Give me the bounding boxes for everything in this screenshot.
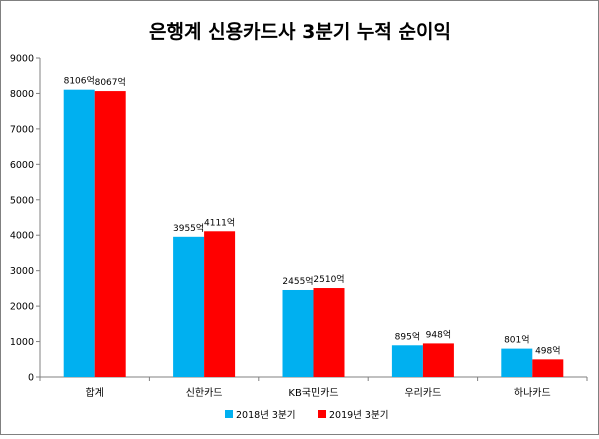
data-label: 4111억 bbox=[204, 216, 235, 228]
bar bbox=[173, 236, 205, 377]
y-tick-label: 7000 bbox=[10, 124, 34, 135]
bar bbox=[391, 345, 423, 377]
bars bbox=[63, 89, 564, 378]
bar bbox=[63, 89, 95, 378]
data-label: 498억 bbox=[535, 344, 560, 356]
data-label: 948억 bbox=[426, 328, 451, 340]
y-tick-label: 2000 bbox=[10, 302, 34, 313]
bar bbox=[204, 231, 236, 377]
y-tick-label: 5000 bbox=[10, 195, 34, 206]
data-label: 2510억 bbox=[313, 273, 344, 285]
bar bbox=[422, 343, 454, 377]
legend-swatch bbox=[318, 410, 326, 418]
data-label: 2455억 bbox=[282, 275, 313, 287]
bar bbox=[282, 289, 314, 377]
bar bbox=[313, 288, 345, 377]
y-tick-label: 9000 bbox=[10, 54, 34, 65]
bar bbox=[501, 348, 533, 377]
legend-label: 2018년 3분기 bbox=[236, 410, 295, 421]
data-label: 3955억 bbox=[173, 222, 204, 234]
x-tick-label: 합계 bbox=[85, 387, 103, 399]
y-tick-label: 8000 bbox=[10, 89, 34, 100]
chart-title: 은행계 신용카드사 3분기 누적 순이익 bbox=[149, 21, 451, 43]
bar bbox=[532, 359, 564, 377]
data-label: 8106억 bbox=[64, 75, 95, 87]
y-tick-label: 6000 bbox=[10, 160, 34, 171]
y-tick-label: 0 bbox=[28, 373, 34, 384]
y-tick-label: 3000 bbox=[10, 266, 34, 277]
data-label: 895억 bbox=[395, 330, 420, 342]
x-tick-label: 우리카드 bbox=[404, 387, 441, 399]
legend: 2018년 3분기 2019년 3분기 bbox=[225, 410, 388, 421]
x-tick-label: 하나카드 bbox=[514, 386, 551, 399]
y-tick-label: 4000 bbox=[10, 231, 34, 242]
legend-label: 2019년 3분기 bbox=[329, 410, 388, 421]
data-label: 8067억 bbox=[95, 76, 126, 88]
x-tick-label: KB국민카드 bbox=[288, 387, 338, 399]
axes: 0 1000 2000 3000 4000 5000 6000 7000 8000 9000 합계 신… bbox=[10, 54, 588, 399]
y-tick-label: 1000 bbox=[10, 337, 34, 348]
bar bbox=[94, 91, 126, 377]
x-tick-label: 신한카드 bbox=[186, 387, 223, 399]
legend-swatch bbox=[225, 410, 233, 418]
data-label: 801억 bbox=[504, 334, 529, 346]
